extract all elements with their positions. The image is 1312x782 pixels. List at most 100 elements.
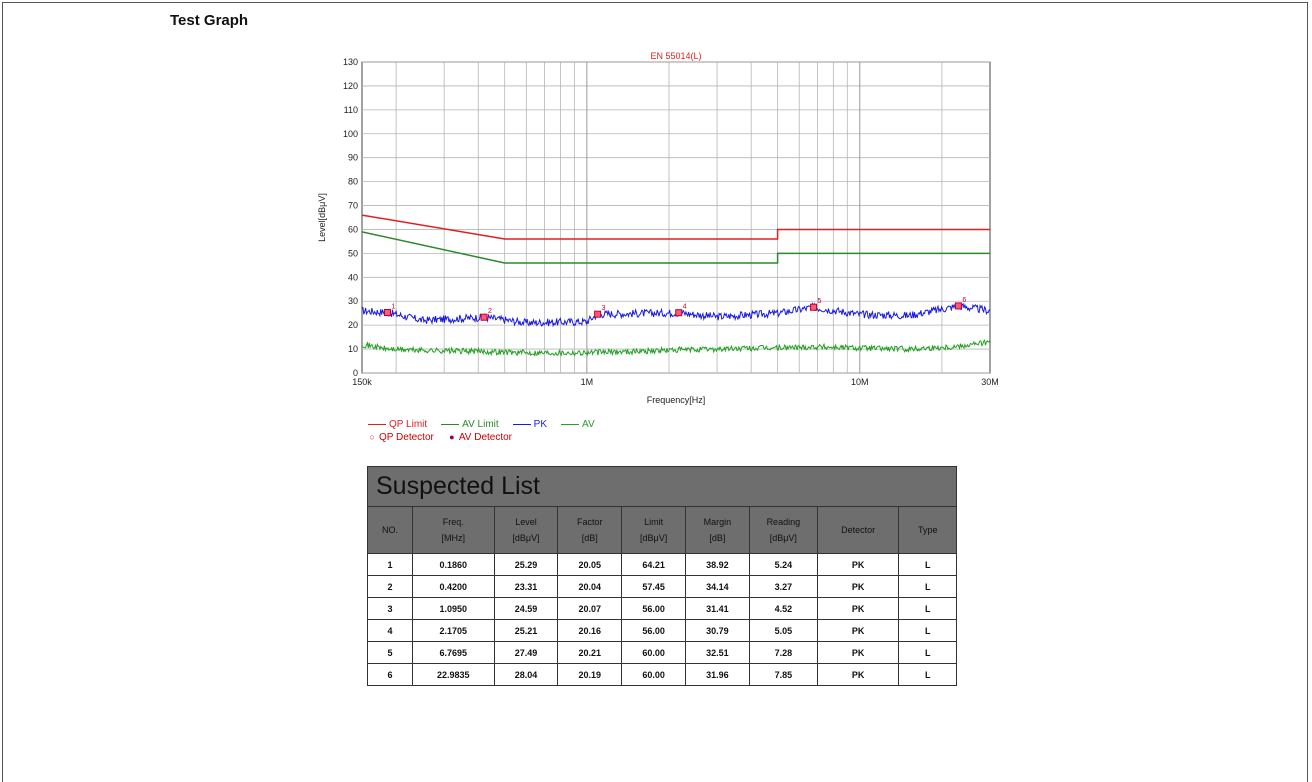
- column-header-text: Factor: [577, 517, 603, 527]
- column-header: Reading [dBμV]: [748, 506, 818, 554]
- section-title: Test Graph: [170, 12, 249, 29]
- table-cell: PK: [816, 597, 900, 620]
- y-tick-label: 20: [348, 320, 358, 330]
- table-cell: 6.7695: [411, 641, 495, 664]
- column-header: Margin [dB]: [685, 506, 750, 554]
- legend-label: PK: [533, 419, 548, 430]
- table-cell: 56.00: [621, 597, 687, 620]
- table-cell: L: [898, 663, 957, 686]
- table-header-row: NO. Freq. [MHz] Level [dBμV] Factor [dB] Limit […: [367, 506, 957, 554]
- column-header: Type: [898, 506, 957, 554]
- x-tick-label: 10M: [851, 377, 869, 387]
- emission-chart: 0 10 20 30 40 50 60 70 80 90 100 110 120 130 150k 1M 10M…: [317, 51, 999, 405]
- table-cell: L: [898, 597, 957, 620]
- legend-label: AV: [582, 419, 595, 430]
- x-tick-label: 30M: [981, 377, 999, 387]
- column-header-text: [dBμV]: [769, 533, 797, 543]
- table-cell: PK: [816, 663, 900, 686]
- legend-line-swatch: [441, 423, 460, 425]
- table-cell: 24.59: [493, 597, 559, 620]
- column-header: Factor [dB]: [557, 506, 623, 554]
- legend-label: AV Limit: [462, 419, 499, 430]
- x-tick-label: 1M: [581, 377, 594, 387]
- table-cell: 5: [367, 641, 413, 664]
- table-cell: 0.1860: [411, 553, 495, 576]
- table-cell: 28.04: [493, 663, 559, 686]
- table-cell: 20.19: [557, 663, 623, 686]
- table-cell: 1: [367, 553, 413, 576]
- table-cell: 25.29: [493, 553, 559, 576]
- detector-marker: [954, 302, 962, 310]
- column-header-text: [dB]: [709, 533, 726, 543]
- series-line-av-limit: [361, 231, 990, 264]
- y-tick-label: 90: [348, 153, 358, 163]
- legend-item: PK: [512, 418, 548, 431]
- table-cell: 27.49: [493, 641, 559, 664]
- column-header-text: Reading: [766, 517, 801, 527]
- y-tick-label: 0: [353, 368, 358, 378]
- table-cell: 23.31: [493, 575, 559, 598]
- y-tick-label: 80: [348, 177, 358, 187]
- legend-label: QP Detector: [379, 432, 434, 443]
- column-header: Limit [dBμV]: [621, 506, 687, 554]
- column-header-text: Level: [515, 517, 537, 527]
- y-tick-label: 30: [348, 296, 358, 306]
- table-cell: 3.27: [748, 575, 818, 598]
- plot-area: [361, 61, 991, 374]
- table-cell: 20.21: [557, 641, 623, 664]
- table-cell: 34.14: [685, 575, 750, 598]
- column-header-text: [MHz]: [441, 533, 466, 543]
- table-cell: 4.52: [748, 597, 818, 620]
- table-row: 3 1.0950 24.59 20.07 56.00 31.41 4.52 PK L: [367, 597, 957, 620]
- detector-marker: [810, 303, 818, 311]
- legend-line-swatch: [561, 423, 580, 425]
- legend-item: ● AV Detector: [448, 431, 512, 444]
- series-line-av: [361, 339, 991, 357]
- table-cell: 20.05: [557, 553, 623, 576]
- column-header-text: [dB]: [581, 533, 598, 543]
- table-cell: 31.96: [685, 663, 750, 686]
- legend-row-lines: QP Limit AV Limit PK AV: [368, 418, 609, 431]
- table-cell: PK: [816, 619, 900, 642]
- table-row: 2 0.4200 23.31 20.04 57.45 34.14 3.27 PK L: [367, 575, 957, 598]
- table-cell: 6: [367, 663, 413, 686]
- table-cell: 7.85: [748, 663, 818, 686]
- y-tick-label: 100: [343, 129, 358, 139]
- detector-marker-label: 1: [391, 303, 395, 310]
- table-cell: 0.4200: [411, 575, 495, 598]
- table-cell: 1.0950: [411, 597, 495, 620]
- y-axis-label: Level[dBμV]: [317, 193, 327, 242]
- y-tick-label: 50: [348, 248, 358, 258]
- legend-item: ○ QP Detector: [368, 431, 434, 444]
- table-cell: 60.00: [621, 663, 687, 686]
- y-tick-label: 120: [343, 81, 358, 91]
- legend-line-swatch: [368, 423, 386, 425]
- series-line-qp-limit: [361, 214, 990, 240]
- table-cell: 32.51: [685, 641, 750, 664]
- y-tick-label: 130: [343, 57, 358, 67]
- column-header: Detector: [816, 506, 900, 554]
- detector-marker-label: 6: [962, 297, 966, 304]
- table-cell: PK: [816, 641, 900, 664]
- table-cell: 5.24: [748, 553, 818, 576]
- table-cell: 64.21: [621, 553, 687, 576]
- table-cell: 30.79: [685, 619, 750, 642]
- legend-label: QP Limit: [389, 419, 428, 430]
- y-tick-label: 60: [348, 224, 358, 234]
- column-header-text: Margin: [703, 517, 732, 527]
- column-header: NO.: [367, 506, 413, 554]
- legend-row-markers: ○ QP Detector ● AV Detector: [368, 431, 609, 444]
- detector-marker: [594, 310, 602, 318]
- table-row: 6 22.9835 28.04 20.19 60.00 31.96 7.85 PK L: [367, 663, 957, 686]
- detector-marker: [480, 313, 488, 321]
- table-cell: PK: [816, 553, 900, 576]
- table-cell: 60.00: [621, 641, 687, 664]
- table-cell: 20.04: [557, 575, 623, 598]
- chart-legend: QP Limit AV Limit PK AV ○ QP Detector ● AV Det…: [368, 418, 609, 444]
- table-row: 1 0.1860 25.29 20.05 64.21 38.92 5.24 PK L: [367, 553, 957, 576]
- column-header-text: NO.: [381, 525, 398, 535]
- detector-marker: [383, 308, 391, 316]
- suspected-list-table: Suspected List NO. Freq. [MHz] Level [dBμV] F…: [367, 466, 957, 686]
- legend-item: AV Limit: [441, 418, 499, 431]
